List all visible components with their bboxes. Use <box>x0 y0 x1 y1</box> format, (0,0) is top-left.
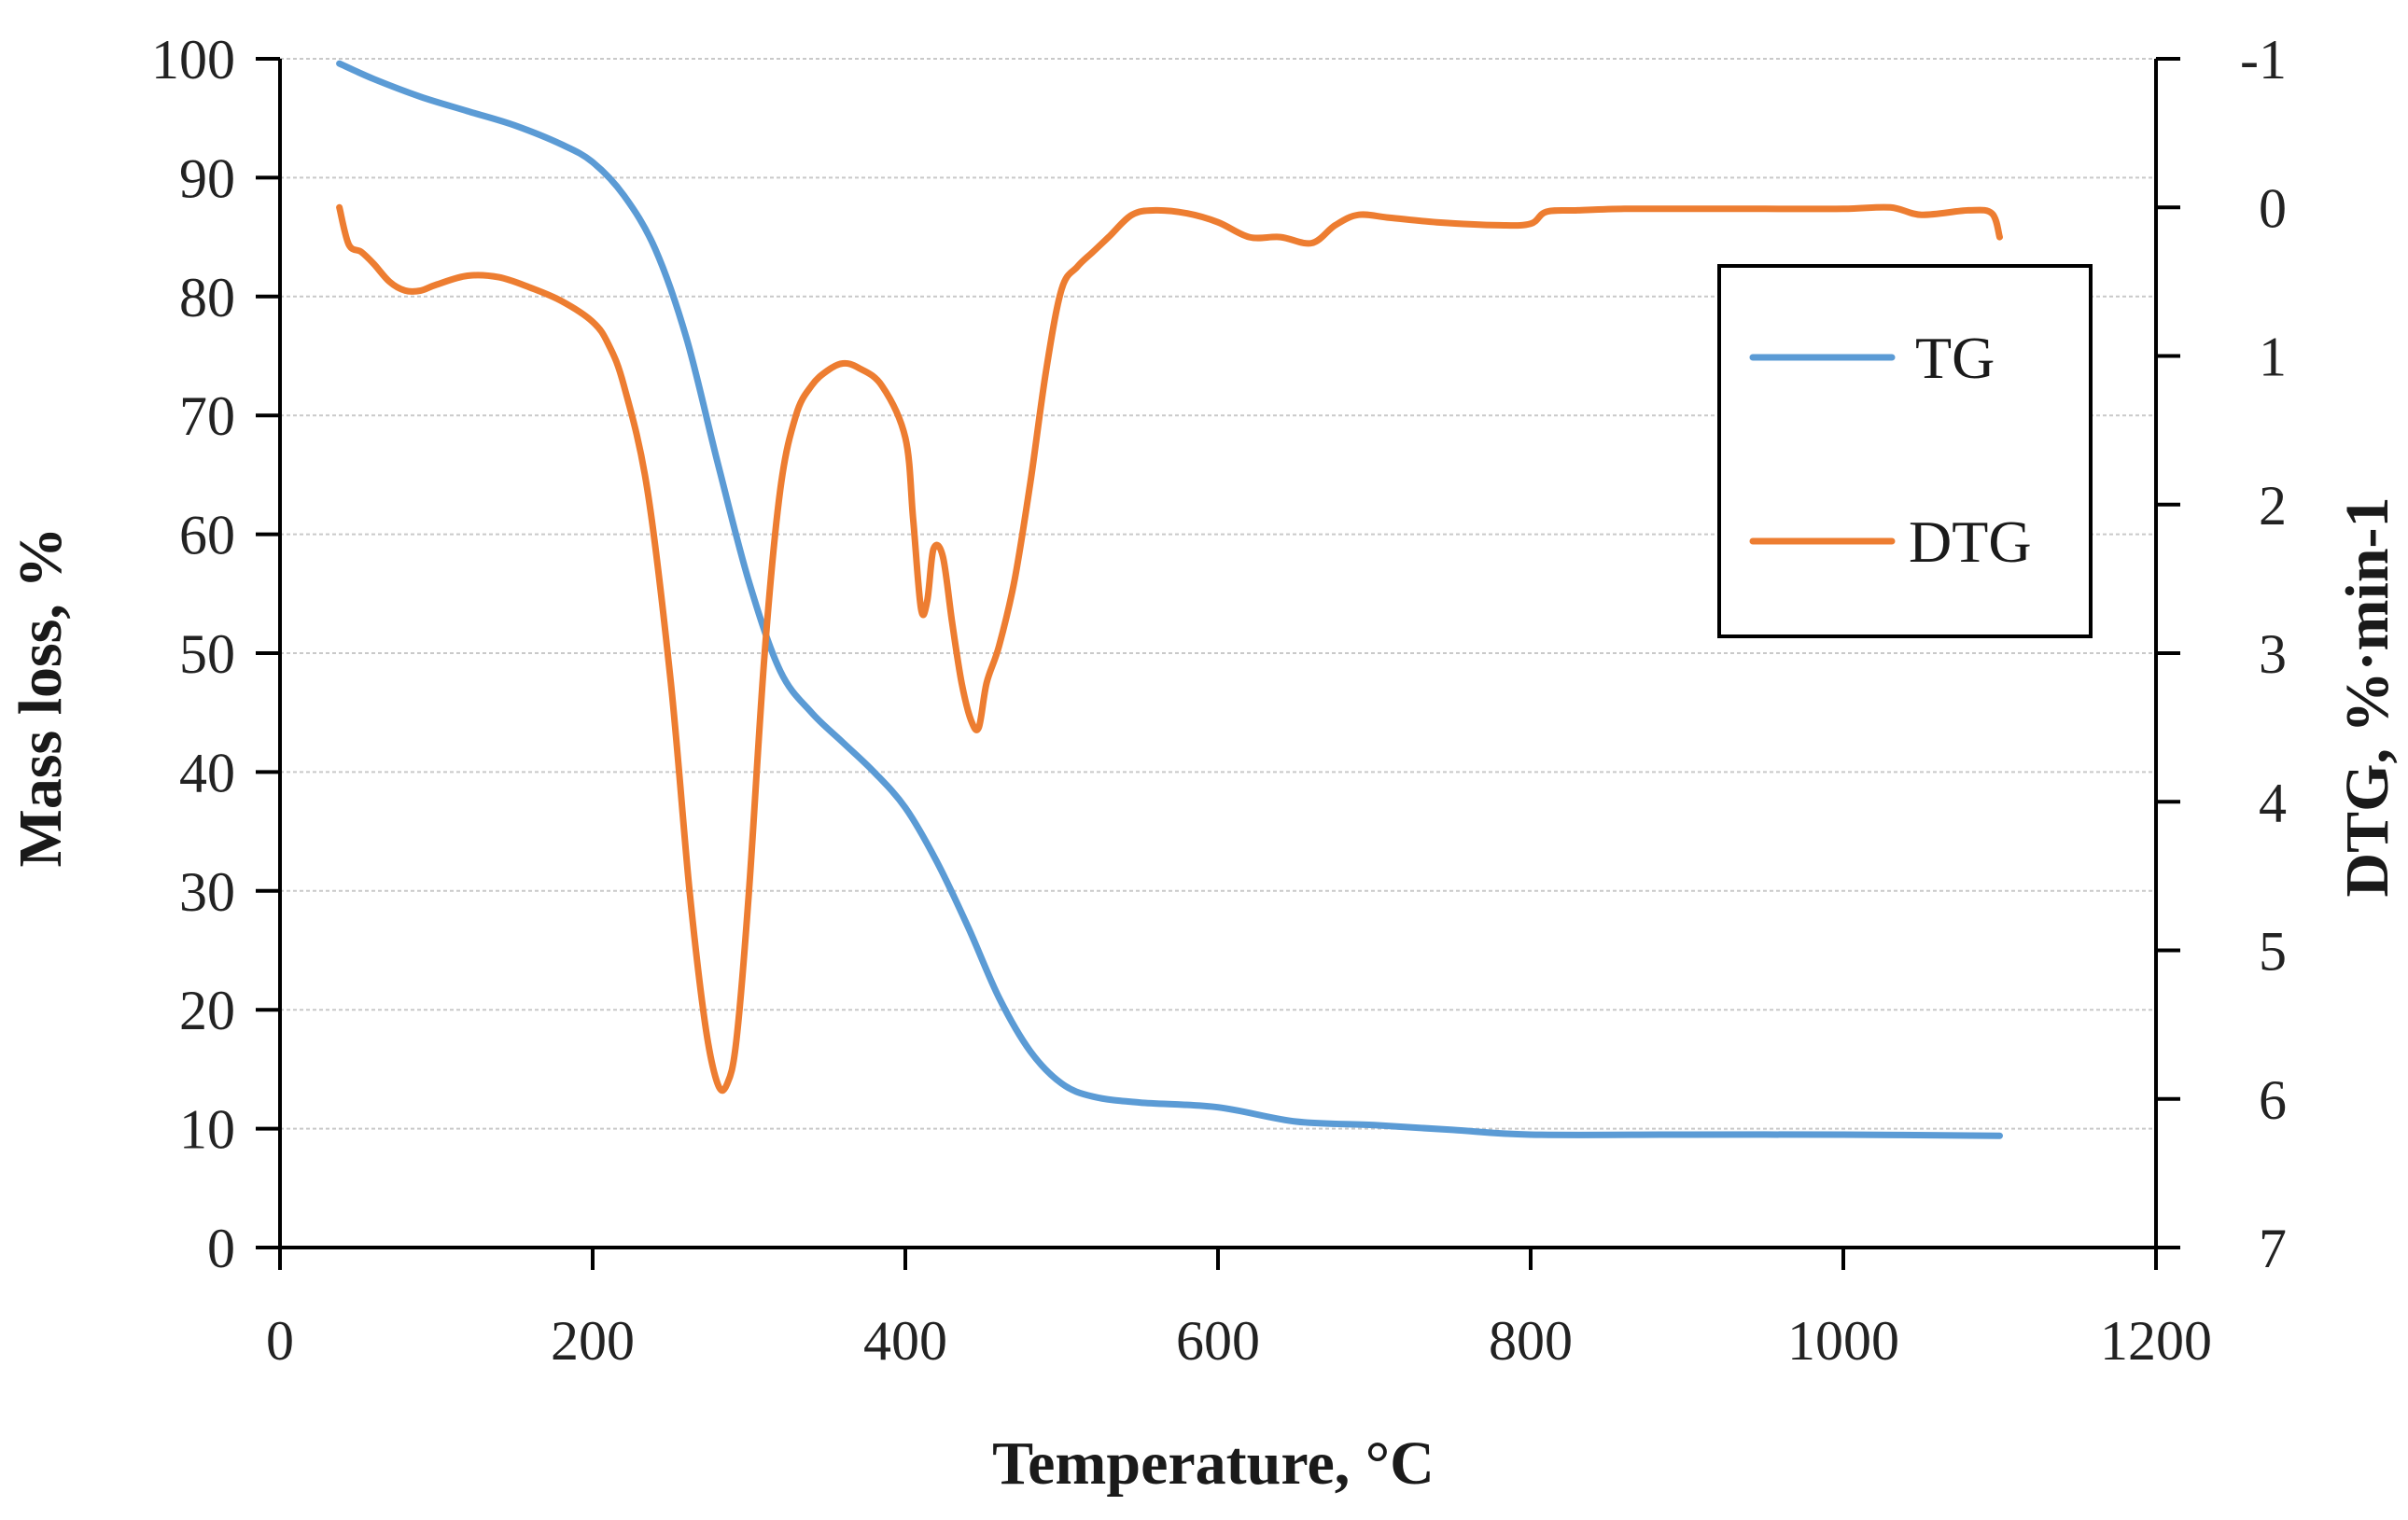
y2-tick-label-6: 5 <box>2259 921 2287 983</box>
x-tick-label-5: 1000 <box>1787 1310 1899 1372</box>
y-tick-label-6: 60 <box>179 505 235 566</box>
y2-tick-label-3: 2 <box>2259 475 2287 537</box>
y2-tick-label-8: 7 <box>2259 1218 2287 1279</box>
y2-tick-label-5: 4 <box>2259 772 2287 833</box>
y2-tick-label-0: -1 <box>2240 29 2287 91</box>
series-line-tg <box>336 60 2003 1139</box>
y-tick-label-8: 80 <box>179 267 235 328</box>
y-tick-label-2: 20 <box>179 980 235 1041</box>
y2-tick-label-2: 1 <box>2259 327 2287 388</box>
y-tick-label-1: 10 <box>179 1099 235 1161</box>
y2-tick-label-1: 0 <box>2259 177 2287 239</box>
x-tick-label-1: 200 <box>551 1310 635 1372</box>
axes <box>256 57 2180 1270</box>
x-tick-label-6: 1200 <box>2100 1310 2212 1372</box>
y-tick-label-10: 100 <box>151 29 235 91</box>
y-tick-label-0: 0 <box>207 1218 235 1279</box>
y2-tick-label-7: 6 <box>2259 1069 2287 1131</box>
x-tick-label-4: 800 <box>1489 1310 1573 1372</box>
y-tick-label-5: 50 <box>179 623 235 685</box>
x-axis-title: Temperature, °C <box>992 1429 1435 1498</box>
legend-label-tg: TG <box>1915 325 1995 391</box>
legend-box <box>1717 264 2093 638</box>
y2-axis-title: DTG, %·min-1 <box>2333 496 2401 897</box>
y2-tick-label-4: 3 <box>2259 623 2287 685</box>
legend: TG DTG <box>1717 264 2093 638</box>
y-tick-label-4: 40 <box>179 742 235 803</box>
x-tick-label-3: 600 <box>1176 1310 1260 1372</box>
x-tick-label-0: 0 <box>266 1310 294 1372</box>
y-tick-label-9: 90 <box>179 147 235 209</box>
series-layer <box>336 60 2003 1139</box>
series-line-dtg <box>336 203 2003 1095</box>
legend-label-dtg: DTG <box>1909 509 2032 575</box>
y-tick-label-3: 30 <box>179 861 235 923</box>
y-tick-label-7: 70 <box>179 385 235 447</box>
y-axis-title: Mass loss, % <box>7 527 75 868</box>
x-tick-label-2: 400 <box>863 1310 947 1372</box>
